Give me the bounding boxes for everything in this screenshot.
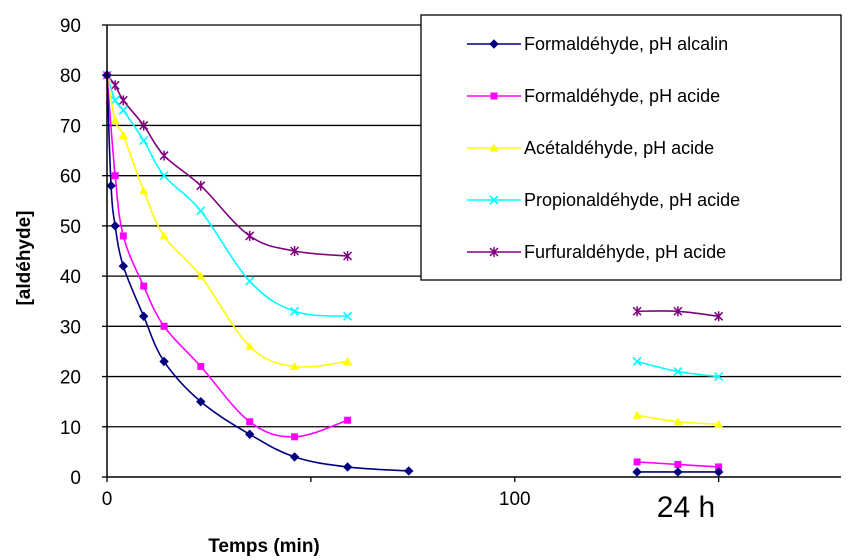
data-point: [159, 171, 169, 181]
series-Propionaldéhyde, pH acide: [102, 70, 724, 382]
data-point: [632, 356, 642, 367]
data-point: [245, 276, 255, 286]
data-point: [245, 230, 255, 241]
legend-label: Furfuraldéhyde, pH acide: [524, 242, 726, 262]
data-point: [140, 282, 148, 290]
data-point: [139, 135, 149, 146]
data-point: [159, 356, 169, 367]
data-point: [714, 311, 724, 322]
data-point: [245, 429, 255, 440]
y-tick-label: 0: [70, 468, 81, 489]
data-point: [160, 322, 168, 330]
data-point: [404, 466, 414, 476]
legend-item: Formaldéhyde, pH acide: [467, 86, 720, 106]
data-point: [673, 467, 683, 477]
annotation-24h: 24 h: [657, 491, 715, 524]
y-tick-label: 10: [60, 418, 81, 439]
y-tick-label: 30: [60, 317, 81, 338]
data-point: [118, 130, 128, 139]
data-point: [118, 95, 128, 106]
y-tick-label: 50: [60, 217, 81, 238]
data-point: [673, 366, 683, 377]
legend-marker: [489, 143, 499, 152]
legend: Formaldéhyde, pH alcalin Formaldéhyde, pH…: [420, 14, 842, 281]
data-point: [343, 311, 353, 321]
legend-label: Propionaldéhyde, pH acide: [524, 190, 740, 210]
data-point: [118, 261, 129, 271]
legend-item: Propionaldéhyde, pH acide: [467, 190, 740, 210]
x-tick-labels: 0 100: [102, 489, 531, 510]
data-point: [632, 467, 642, 477]
y-tick-labels: 0 10 20 30 40 50 60 70 80 90: [60, 16, 81, 489]
data-point: [138, 311, 149, 321]
series-line: [636, 360, 719, 378]
data-point: [715, 463, 723, 471]
data-point: [632, 410, 642, 419]
series-line: [106, 74, 348, 257]
data-point: [196, 271, 206, 280]
y-tick-label: 60: [60, 167, 81, 188]
data-point: [713, 467, 724, 477]
data-point: [633, 458, 641, 466]
data-point: [110, 95, 120, 105]
y-tick-label: 80: [60, 66, 81, 87]
x-tick-label: 0: [102, 489, 113, 510]
data-point: [291, 433, 299, 441]
x-axis-title: Temps (min): [208, 536, 320, 557]
data-point: [343, 251, 353, 262]
y-tick-label: 20: [60, 368, 81, 389]
data-point: [290, 362, 300, 371]
axes: [106, 25, 841, 482]
data-point: [632, 306, 642, 317]
data-point: [674, 460, 682, 468]
data-point: [106, 181, 116, 191]
data-point: [245, 341, 255, 350]
series-line: [106, 75, 348, 368]
legend-marker: [489, 195, 499, 205]
data-point: [110, 80, 120, 91]
data-point: [344, 416, 352, 424]
data-point: [673, 306, 683, 317]
legend-label: Formaldéhyde, pH alcalin: [524, 34, 728, 54]
series-line: [106, 74, 348, 318]
data-point: [289, 452, 300, 462]
legend-marker: [489, 39, 499, 49]
y-tick-label: 40: [60, 267, 81, 288]
data-point: [196, 180, 206, 191]
data-point: [714, 419, 724, 428]
data-point: [139, 120, 149, 131]
data-point: [246, 418, 254, 426]
data-point: [290, 246, 300, 256]
series-line: [106, 75, 409, 472]
legend-label: Formaldéhyde, pH acide: [524, 86, 720, 106]
data-point: [159, 231, 169, 240]
y-tick-label: 90: [60, 16, 81, 37]
x-tick-label: 100: [499, 489, 531, 510]
legend-item: Formaldéhyde, pH alcalin: [467, 34, 728, 54]
data-point: [196, 206, 206, 216]
data-point: [139, 186, 149, 195]
data-point: [110, 221, 120, 231]
legend-marker: [490, 92, 498, 100]
series-Formaldéhyde, pH alcalin: [102, 70, 724, 477]
data-point: [342, 462, 353, 472]
data-point: [290, 306, 300, 316]
data-point: [343, 356, 353, 365]
y-axis-title: [aldéhyde]: [14, 210, 35, 305]
legend-item: Furfuraldéhyde, pH acide: [467, 242, 726, 262]
data-point: [714, 371, 724, 382]
legend-marker: [489, 247, 499, 257]
data-point: [196, 396, 206, 407]
y-tick-label: 70: [60, 116, 81, 137]
data-point: [118, 105, 128, 115]
data-point: [119, 232, 127, 240]
data-point: [159, 150, 169, 161]
data-point: [110, 115, 120, 124]
data-point: [111, 172, 119, 180]
data-point: [197, 363, 205, 371]
legend-item: Acétaldéhyde, pH acide: [467, 138, 714, 158]
legend-label: Acétaldéhyde, pH acide: [524, 138, 714, 158]
data-point: [673, 417, 683, 426]
